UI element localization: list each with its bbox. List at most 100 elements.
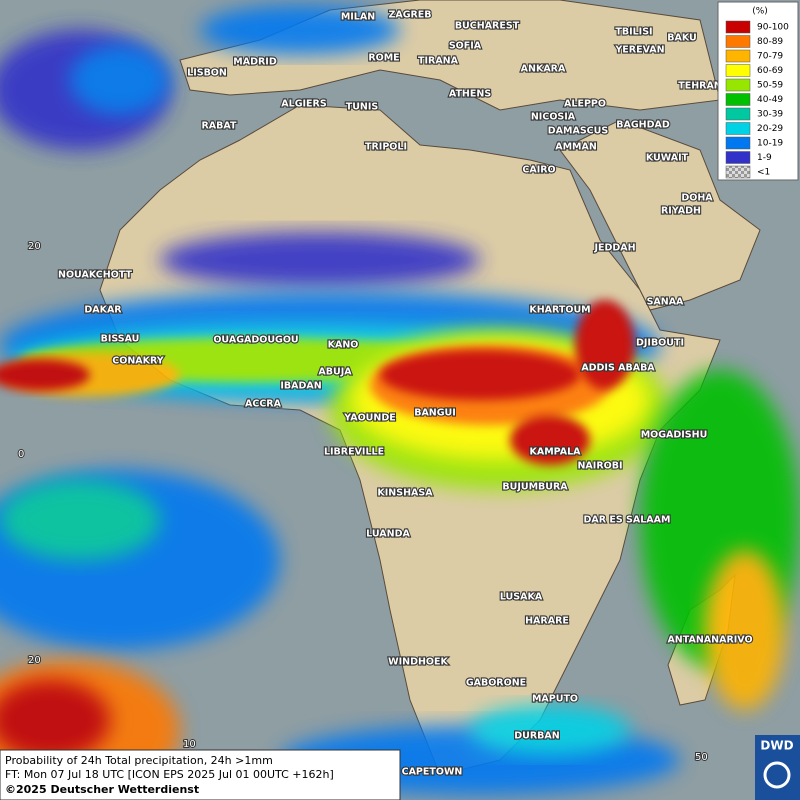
info-line: FT: Mon 07 Jul 18 UTC [ICON EPS 2025 Jul…: [5, 768, 334, 781]
legend-swatch: [725, 20, 751, 34]
city-label: NICOSIA: [531, 112, 576, 123]
city-label: DJIBOUTI: [636, 338, 684, 349]
city-label: BUCHAREST: [455, 21, 520, 32]
info-box: Probability of 24h Total precipitation, …: [0, 749, 401, 800]
legend-label: 50-59: [757, 81, 783, 91]
city-label: ROME: [368, 53, 399, 64]
city-label: DAR ES SALAAM: [584, 515, 671, 526]
legend-unit: (%): [752, 7, 768, 17]
city-label: DOHA: [681, 193, 713, 204]
city-label: ACCRA: [245, 399, 282, 410]
city-labels: MILAN ZAGREB BUCHAREST SOFIA TBILISI BAKUYERE…: [57, 8, 754, 778]
city-label: MAPUTO: [532, 694, 578, 705]
legend-swatch: [725, 136, 751, 150]
legend-swatch: [725, 93, 751, 106]
legend-swatch: [725, 64, 751, 77]
city-label: CAIRO: [522, 165, 555, 176]
legend-swatch: [725, 35, 751, 48]
city-label: WINDHOEK: [388, 657, 448, 668]
city-label: KINSHASA: [377, 488, 433, 499]
city-label: MOGADISHU: [641, 430, 708, 441]
grid-label: 20: [28, 241, 41, 252]
city-label: RABAT: [201, 121, 237, 132]
grid-label: 20: [28, 655, 41, 666]
legend-label: 90-100: [757, 23, 789, 33]
legend-label: 10-19: [757, 139, 783, 149]
city-label: NOUAKCHOTT: [58, 270, 132, 281]
legend-label: 60-69: [757, 66, 783, 76]
legend-label: <1: [757, 168, 770, 178]
info-line: ©2025 Deutscher Wetterdienst: [5, 783, 199, 796]
legend-label: 70-79: [757, 52, 783, 62]
city-label: ANTANANARIVO: [667, 635, 752, 646]
city-label: TBILISI: [615, 27, 652, 38]
city-label: KANO: [328, 340, 359, 351]
city-label: LUSAKA: [500, 592, 543, 603]
precip-field: [0, 5, 800, 800]
city-label: DURBAN: [514, 731, 560, 742]
city-label: ATHENS: [449, 89, 491, 100]
legend-label: 30-39: [757, 110, 783, 120]
legend-swatch: [725, 151, 751, 164]
legend-swatch: [725, 49, 751, 63]
city-label: NAIROBI: [577, 461, 622, 472]
city-label: ZAGREB: [388, 10, 431, 21]
legend-label: 40-49: [757, 95, 783, 105]
city-label: SOFIA: [449, 41, 482, 52]
city-label: TEHRAN: [678, 81, 722, 92]
city-label: KUWAIT: [646, 153, 689, 164]
logo-bg: [755, 735, 800, 800]
city-label: CAPETOWN: [402, 767, 463, 778]
city-label: IBADAN: [280, 381, 321, 392]
city-label: ALEPPO: [564, 99, 606, 110]
city-label: BAKU: [667, 33, 697, 44]
city-label: BUJUMBURA: [502, 482, 568, 493]
city-label: DAKAR: [84, 305, 122, 316]
grid-label: 0: [18, 449, 24, 460]
logo-text: DWD: [760, 739, 793, 753]
city-label: LIBREVILLE: [324, 447, 384, 458]
city-label: BISSAU: [101, 334, 140, 345]
city-label: BANGUI: [414, 408, 456, 419]
city-label: ADDIS ABABA: [581, 363, 655, 374]
city-label: GABORONE: [466, 678, 526, 689]
city-label: ABUJA: [318, 367, 352, 378]
legend-swatch: [725, 165, 751, 179]
city-label: LISBON: [187, 68, 227, 79]
city-label: DAMASCUS: [548, 126, 609, 137]
legend-swatch: [725, 107, 751, 121]
logo: DWD: [755, 735, 800, 800]
grid-labels: 20 0 20 10 50: [17, 240, 709, 764]
city-label: KHARTOUM: [529, 305, 590, 316]
city-label: JEDDAH: [593, 243, 635, 254]
city-label: MADRID: [233, 57, 277, 68]
city-label: SANAA: [647, 297, 684, 308]
grid-label: 10: [183, 739, 196, 750]
city-label: TUNIS: [346, 102, 379, 113]
legend-swatch: [725, 122, 751, 135]
city-label: KAMPALA: [529, 447, 581, 458]
city-label: ANKARA: [521, 64, 566, 75]
info-line: Probability of 24h Total precipitation, …: [5, 754, 273, 767]
city-label: AMMAN: [555, 142, 597, 153]
legend-label: 80-89: [757, 37, 783, 47]
city-label: MILAN: [341, 12, 375, 23]
info-bg: [0, 749, 401, 800]
city-label: HARARE: [525, 616, 569, 627]
grid-label: 50: [695, 752, 708, 763]
city-label: TRIPOLI: [365, 142, 407, 153]
logo-icon: [763, 761, 791, 789]
city-label: LUANDA: [366, 529, 410, 540]
legend-label: 1-9: [757, 153, 772, 163]
city-label: RIYADH: [661, 206, 701, 217]
legend-label: 20-29: [757, 124, 783, 134]
city-label: CONAKRY: [112, 356, 164, 367]
city-label: YAOUNDE: [343, 413, 395, 424]
city-label: BAGHDAD: [616, 120, 670, 131]
city-label: OUAGADOUGOU: [213, 335, 298, 346]
legend: (%) 90-100 80-89 70-79 60-69 50-59 40-49 30-39…: [717, 1, 799, 181]
city-label: ALGIERS: [281, 99, 327, 110]
legend-swatch: [725, 78, 751, 92]
city-label: TIRANA: [418, 56, 459, 67]
